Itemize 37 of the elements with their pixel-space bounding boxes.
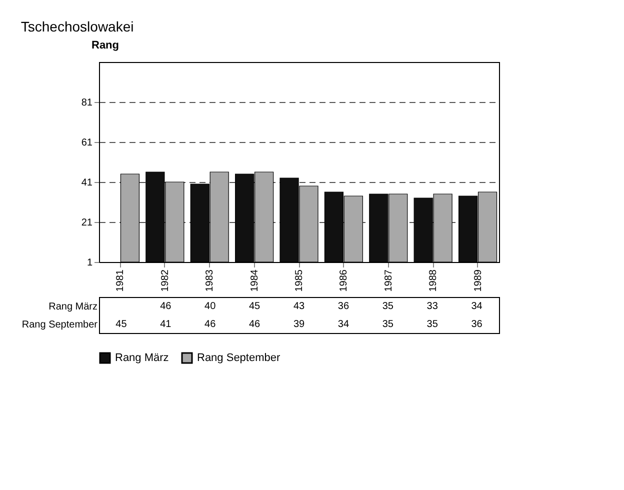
data-label: 46	[160, 301, 172, 312]
y-tick-label: 1	[86, 258, 93, 268]
data-label: 35	[426, 319, 438, 330]
data-label: 36	[338, 301, 350, 312]
y-axis-title: Rang	[92, 40, 119, 52]
data-label: 36	[471, 319, 483, 330]
text: Rang März	[48, 302, 98, 312]
chart-title: Tschechoslowakei	[20, 18, 134, 34]
data-label: 40	[204, 301, 216, 312]
y-tick-label: 61	[81, 138, 93, 148]
x-tick-label: 1984	[249, 269, 260, 292]
data-label: 34	[338, 319, 350, 330]
x-tick-label: 1981	[115, 269, 126, 292]
x-tick-label: 1985	[294, 269, 305, 292]
x-tick-label: 1982	[160, 269, 171, 292]
y-tick-label: 41	[81, 178, 93, 188]
data-label: 43	[293, 301, 305, 312]
x-tick-label: 1987	[383, 269, 394, 292]
legend-label: Rang März	[115, 352, 169, 364]
data-label: 35	[382, 319, 394, 330]
data-label: 46	[204, 319, 216, 330]
data-label: 34	[471, 301, 483, 312]
text: Rang September	[22, 320, 98, 330]
data-label: 39	[293, 319, 305, 330]
x-tick-label: 1988	[428, 269, 440, 292]
data-label: 45	[116, 319, 128, 330]
x-tick-label: 1989	[472, 269, 484, 292]
data-label: 33	[426, 301, 438, 312]
y-tick-label: 81	[81, 98, 93, 108]
data-label: 41	[160, 319, 172, 330]
data-label: 35	[382, 301, 394, 312]
x-tick-label: 1983	[204, 269, 216, 292]
data-label: 45	[248, 301, 261, 312]
legend-label: Rang September	[197, 352, 280, 364]
x-tick-label: 1986	[338, 269, 350, 292]
y-tick-label: 21	[81, 218, 93, 228]
data-label: 46	[248, 319, 261, 330]
